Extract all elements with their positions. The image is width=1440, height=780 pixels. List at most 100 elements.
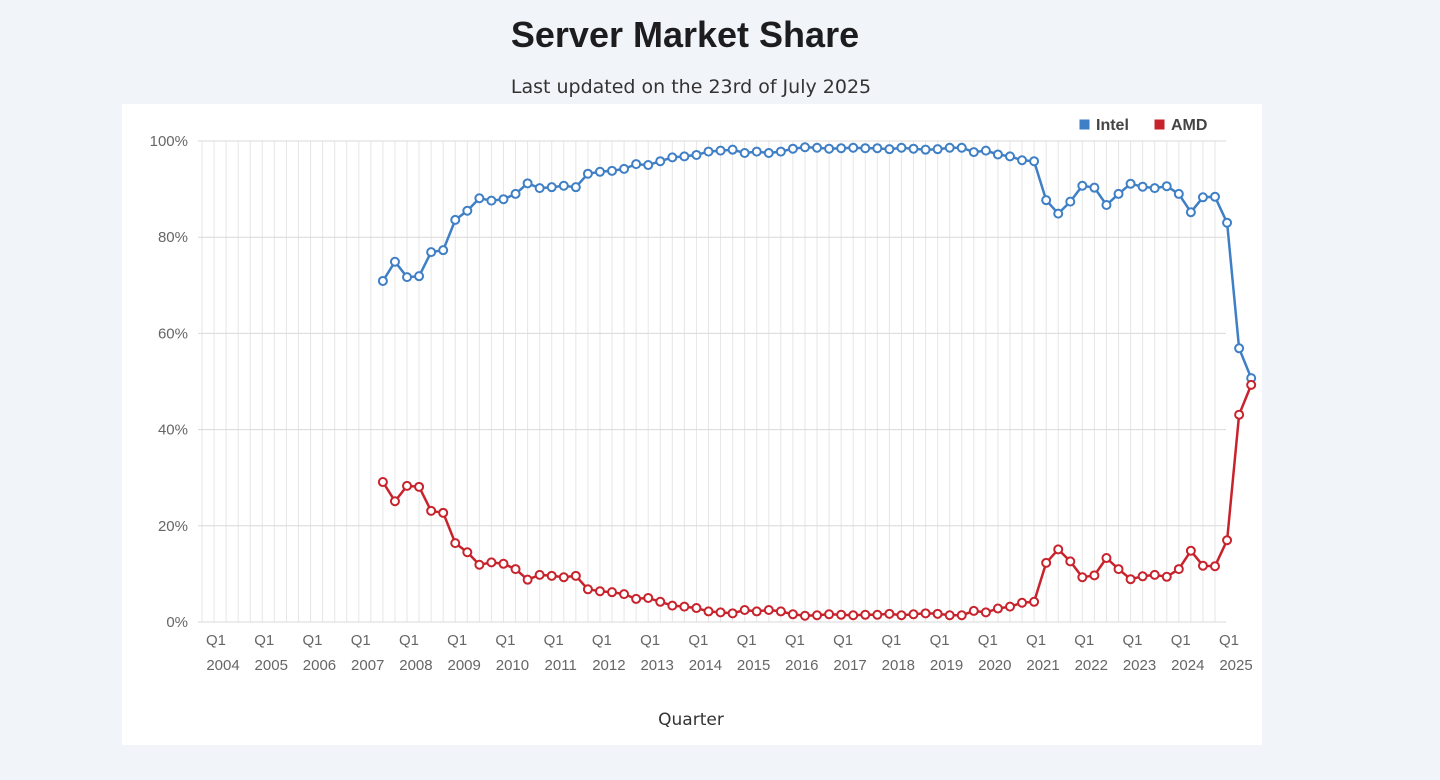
amd-point[interactable] bbox=[896, 610, 907, 621]
intel-point[interactable] bbox=[1185, 207, 1196, 218]
intel-point[interactable] bbox=[980, 145, 991, 156]
intel-point[interactable] bbox=[872, 143, 883, 154]
amd-point[interactable] bbox=[872, 609, 883, 620]
amd-point[interactable] bbox=[824, 609, 835, 620]
intel-point[interactable] bbox=[619, 163, 630, 174]
intel-point[interactable] bbox=[1222, 217, 1233, 228]
intel-point[interactable] bbox=[1029, 156, 1040, 167]
intel-point[interactable] bbox=[691, 149, 702, 160]
amd-point[interactable] bbox=[558, 572, 569, 583]
amd-point[interactable] bbox=[510, 564, 521, 575]
intel-point[interactable] bbox=[956, 142, 967, 153]
amd-point[interactable] bbox=[739, 604, 750, 615]
amd-point[interactable] bbox=[607, 587, 618, 598]
intel-point[interactable] bbox=[570, 182, 581, 193]
amd-point[interactable] bbox=[703, 606, 714, 617]
amd-point[interactable] bbox=[594, 586, 605, 597]
intel-point[interactable] bbox=[715, 145, 726, 156]
intel-point[interactable] bbox=[402, 272, 413, 283]
intel-point[interactable] bbox=[739, 148, 750, 159]
intel-point[interactable] bbox=[1113, 188, 1124, 199]
intel-point[interactable] bbox=[703, 146, 714, 157]
intel-point[interactable] bbox=[824, 143, 835, 154]
intel-point[interactable] bbox=[1017, 155, 1028, 166]
amd-point[interactable] bbox=[860, 609, 871, 620]
amd-point[interactable] bbox=[402, 480, 413, 491]
amd-point[interactable] bbox=[763, 604, 774, 615]
amd-point[interactable] bbox=[1210, 561, 1220, 572]
amd-point[interactable] bbox=[968, 605, 979, 616]
amd-point[interactable] bbox=[450, 538, 461, 549]
amd-point[interactable] bbox=[775, 606, 786, 617]
amd-point[interactable] bbox=[546, 570, 557, 581]
intel-point[interactable] bbox=[377, 275, 388, 286]
amd-point[interactable] bbox=[1089, 570, 1100, 581]
amd-point[interactable] bbox=[679, 601, 690, 612]
intel-point[interactable] bbox=[643, 160, 654, 171]
intel-point[interactable] bbox=[486, 195, 497, 206]
intel-point[interactable] bbox=[631, 159, 642, 170]
amd-point[interactable] bbox=[1041, 557, 1052, 568]
intel-point[interactable] bbox=[1053, 208, 1064, 219]
intel-point[interactable] bbox=[438, 245, 449, 256]
intel-point[interactable] bbox=[920, 144, 931, 155]
amd-point[interactable] bbox=[377, 477, 388, 488]
intel-point[interactable] bbox=[1161, 181, 1172, 192]
intel-point[interactable] bbox=[1125, 178, 1136, 189]
amd-point[interactable] bbox=[1185, 545, 1196, 556]
amd-point[interactable] bbox=[474, 559, 485, 570]
amd-point[interactable] bbox=[1017, 597, 1028, 608]
intel-point[interactable] bbox=[848, 142, 859, 153]
amd-point[interactable] bbox=[812, 610, 823, 621]
intel-point[interactable] bbox=[1137, 181, 1148, 192]
intel-point[interactable] bbox=[1077, 180, 1088, 191]
amd-point[interactable] bbox=[426, 505, 437, 516]
intel-point[interactable] bbox=[896, 142, 907, 153]
intel-point[interactable] bbox=[860, 143, 871, 154]
amd-point[interactable] bbox=[1004, 601, 1015, 612]
intel-point[interactable] bbox=[1101, 199, 1112, 210]
amd-point[interactable] bbox=[1125, 574, 1136, 585]
amd-point[interactable] bbox=[1053, 544, 1064, 555]
amd-point[interactable] bbox=[462, 547, 473, 558]
intel-point[interactable] bbox=[498, 194, 509, 205]
intel-point[interactable] bbox=[1041, 195, 1052, 206]
intel-point[interactable] bbox=[884, 144, 895, 155]
intel-point[interactable] bbox=[594, 166, 605, 177]
amd-point[interactable] bbox=[1113, 564, 1124, 575]
intel-point[interactable] bbox=[522, 178, 533, 189]
intel-point[interactable] bbox=[546, 182, 557, 193]
amd-point[interactable] bbox=[751, 606, 762, 617]
amd-point[interactable] bbox=[1137, 571, 1148, 582]
amd-point[interactable] bbox=[1234, 409, 1245, 420]
legend[interactable]: Intel AMD bbox=[1078, 117, 1207, 134]
intel-point[interactable] bbox=[1065, 196, 1076, 207]
amd-point[interactable] bbox=[787, 609, 798, 620]
intel-point[interactable] bbox=[607, 165, 618, 176]
amd-point[interactable] bbox=[643, 592, 654, 603]
amd-point[interactable] bbox=[1197, 560, 1208, 571]
intel-point[interactable] bbox=[655, 156, 666, 167]
amd-point[interactable] bbox=[848, 610, 859, 621]
intel-point[interactable] bbox=[799, 142, 810, 153]
intel-point[interactable] bbox=[1089, 182, 1100, 193]
intel-point[interactable] bbox=[667, 152, 678, 163]
amd-point[interactable] bbox=[438, 507, 449, 518]
amd-point[interactable] bbox=[944, 610, 955, 621]
amd-point[interactable] bbox=[1101, 553, 1112, 564]
intel-point[interactable] bbox=[968, 147, 979, 158]
intel-point[interactable] bbox=[1234, 343, 1245, 354]
intel-point[interactable] bbox=[944, 142, 955, 153]
amd-point[interactable] bbox=[498, 558, 509, 569]
amd-point[interactable] bbox=[1222, 535, 1233, 546]
amd-point[interactable] bbox=[920, 608, 931, 619]
intel-point[interactable] bbox=[582, 168, 593, 179]
amd-point[interactable] bbox=[992, 603, 1003, 614]
intel-point[interactable] bbox=[389, 256, 400, 267]
intel-point[interactable] bbox=[679, 151, 690, 162]
amd-point[interactable] bbox=[932, 608, 943, 619]
amd-point[interactable] bbox=[570, 570, 581, 581]
intel-point[interactable] bbox=[836, 143, 847, 154]
amd-point[interactable] bbox=[631, 593, 642, 604]
intel-point[interactable] bbox=[787, 143, 798, 154]
